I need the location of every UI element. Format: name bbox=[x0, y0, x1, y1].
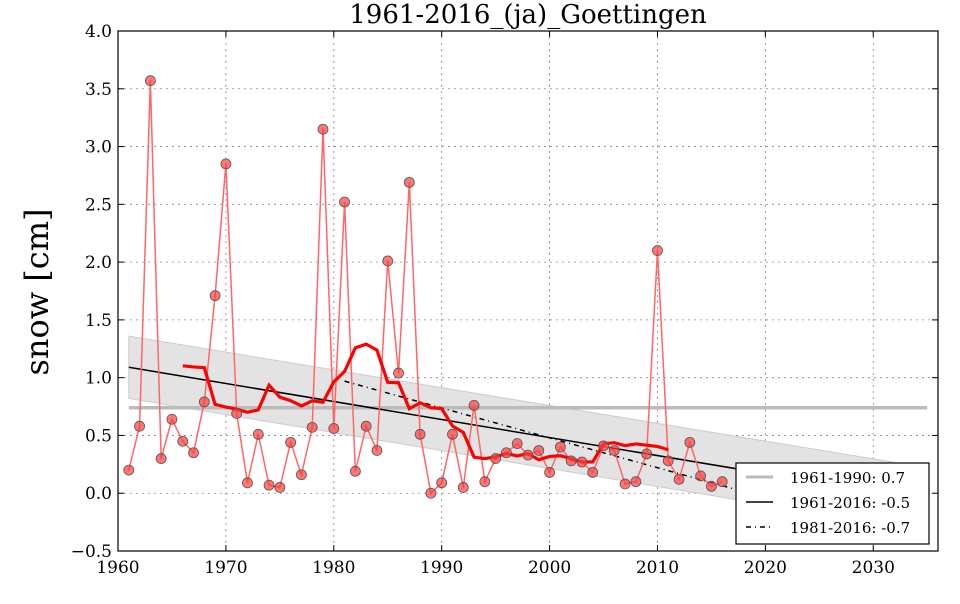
data-point bbox=[339, 196, 350, 208]
data-point bbox=[220, 158, 232, 170]
data-point bbox=[382, 255, 394, 267]
annual-series-line bbox=[128, 80, 723, 495]
data-point bbox=[274, 482, 286, 493]
data-point bbox=[371, 445, 383, 456]
x-tick-label: 2030 bbox=[852, 558, 895, 578]
y-tick-label: 1.0 bbox=[85, 369, 112, 389]
data-point bbox=[706, 480, 717, 492]
x-tick-label: 2000 bbox=[528, 558, 571, 578]
chart-title: 1961-2016_(ja)_Goettingen bbox=[349, 0, 707, 30]
data-point bbox=[673, 473, 685, 485]
plot-area bbox=[123, 75, 928, 532]
x-tick-label: 1960 bbox=[96, 558, 139, 578]
data-point bbox=[425, 487, 437, 499]
data-point bbox=[662, 455, 674, 467]
data-point bbox=[652, 245, 663, 256]
data-point bbox=[231, 408, 243, 419]
data-point bbox=[263, 479, 275, 491]
data-point bbox=[242, 477, 253, 489]
y-tick-label: 2.5 bbox=[85, 195, 112, 215]
data-point bbox=[716, 476, 728, 488]
data-point bbox=[403, 176, 415, 188]
y-tick-label: 3.5 bbox=[85, 80, 112, 100]
data-point bbox=[457, 482, 469, 493]
y-tick-label: 3.0 bbox=[85, 138, 112, 158]
data-point bbox=[328, 423, 340, 434]
data-point bbox=[198, 396, 210, 408]
x-tick-label: 2020 bbox=[744, 558, 787, 578]
data-point bbox=[533, 445, 545, 456]
data-point bbox=[490, 453, 502, 464]
data-point bbox=[296, 469, 307, 481]
data-point bbox=[177, 435, 189, 447]
y-tick-label: 0.5 bbox=[85, 426, 112, 446]
data-point bbox=[349, 465, 361, 477]
legend-trend-recent-label: 1981-2016: -0.7 bbox=[790, 519, 910, 537]
data-point bbox=[414, 428, 426, 440]
legend-trend-all-label: 1961-2016: -0.5 bbox=[790, 494, 910, 512]
data-point bbox=[608, 445, 620, 456]
data-point bbox=[695, 470, 707, 482]
data-point bbox=[188, 447, 199, 459]
y-tick-label: −0.5 bbox=[71, 542, 112, 562]
y-tick-label: 0.0 bbox=[85, 484, 112, 504]
data-point bbox=[436, 477, 448, 489]
data-point bbox=[285, 436, 297, 448]
data-point bbox=[144, 75, 156, 87]
x-tick-label: 1970 bbox=[204, 558, 247, 578]
data-point bbox=[123, 464, 135, 476]
data-point bbox=[684, 436, 696, 448]
data-point bbox=[468, 399, 480, 411]
data-point bbox=[166, 413, 178, 425]
y-tick-label: 2.0 bbox=[85, 253, 112, 273]
data-point bbox=[317, 123, 329, 135]
x-tick-label: 1980 bbox=[312, 558, 355, 578]
data-point bbox=[544, 467, 555, 478]
data-point bbox=[587, 467, 599, 478]
data-point bbox=[576, 456, 588, 468]
y-tick-label: 1.5 bbox=[85, 311, 112, 331]
y-tick-label: 4.0 bbox=[85, 22, 112, 42]
x-tick-label: 1990 bbox=[420, 558, 463, 578]
data-point bbox=[252, 428, 264, 440]
data-point bbox=[306, 421, 318, 433]
data-point bbox=[360, 420, 372, 432]
data-point bbox=[155, 453, 167, 464]
data-point bbox=[565, 455, 577, 467]
data-point bbox=[209, 290, 221, 302]
data-point bbox=[393, 367, 404, 379]
data-point bbox=[598, 440, 609, 452]
data-point bbox=[511, 438, 523, 449]
data-point bbox=[522, 449, 534, 461]
data-point bbox=[501, 447, 512, 459]
data-point bbox=[447, 428, 458, 440]
data-point bbox=[479, 476, 491, 488]
plot-frame bbox=[117, 30, 939, 552]
legend: 1961-1990: 0.7 1961-2016: -0.5 1981-2016… bbox=[735, 462, 930, 545]
axis-ticks: 1960 1970 1980 1990 2000 2010 2020 2030 −0.5 0.0 0… bbox=[71, 22, 938, 578]
data-point bbox=[554, 441, 566, 453]
x-tick-label: 2010 bbox=[636, 558, 679, 578]
y-axis-label: snow [cm] bbox=[18, 208, 56, 375]
data-point bbox=[134, 420, 145, 432]
data-point bbox=[619, 478, 631, 490]
data-point bbox=[630, 476, 642, 488]
legend-mean-label: 1961-1990: 0.7 bbox=[790, 469, 905, 487]
data-point bbox=[641, 448, 653, 460]
